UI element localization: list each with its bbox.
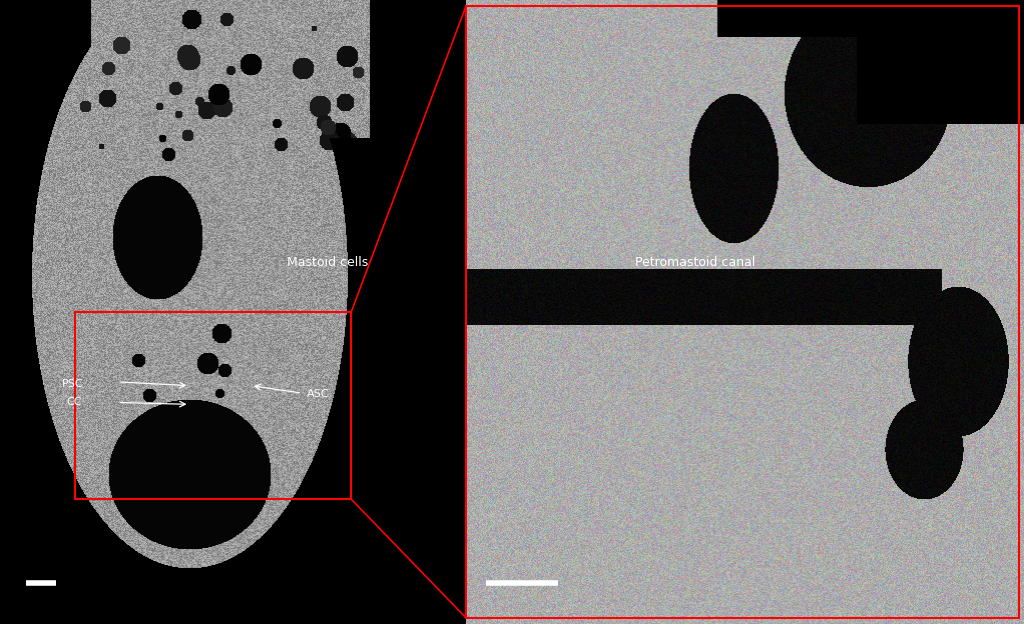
Text: PSC: PSC [61, 379, 83, 389]
Bar [75, 312, 351, 499]
Text: ASC: ASC [307, 389, 330, 399]
Text: CC: CC [67, 397, 82, 407]
Text: Mastoid cells: Mastoid cells [287, 256, 368, 268]
Text: Petromastoid canal: Petromastoid canal [635, 256, 756, 268]
Bar [466, 6, 1019, 618]
